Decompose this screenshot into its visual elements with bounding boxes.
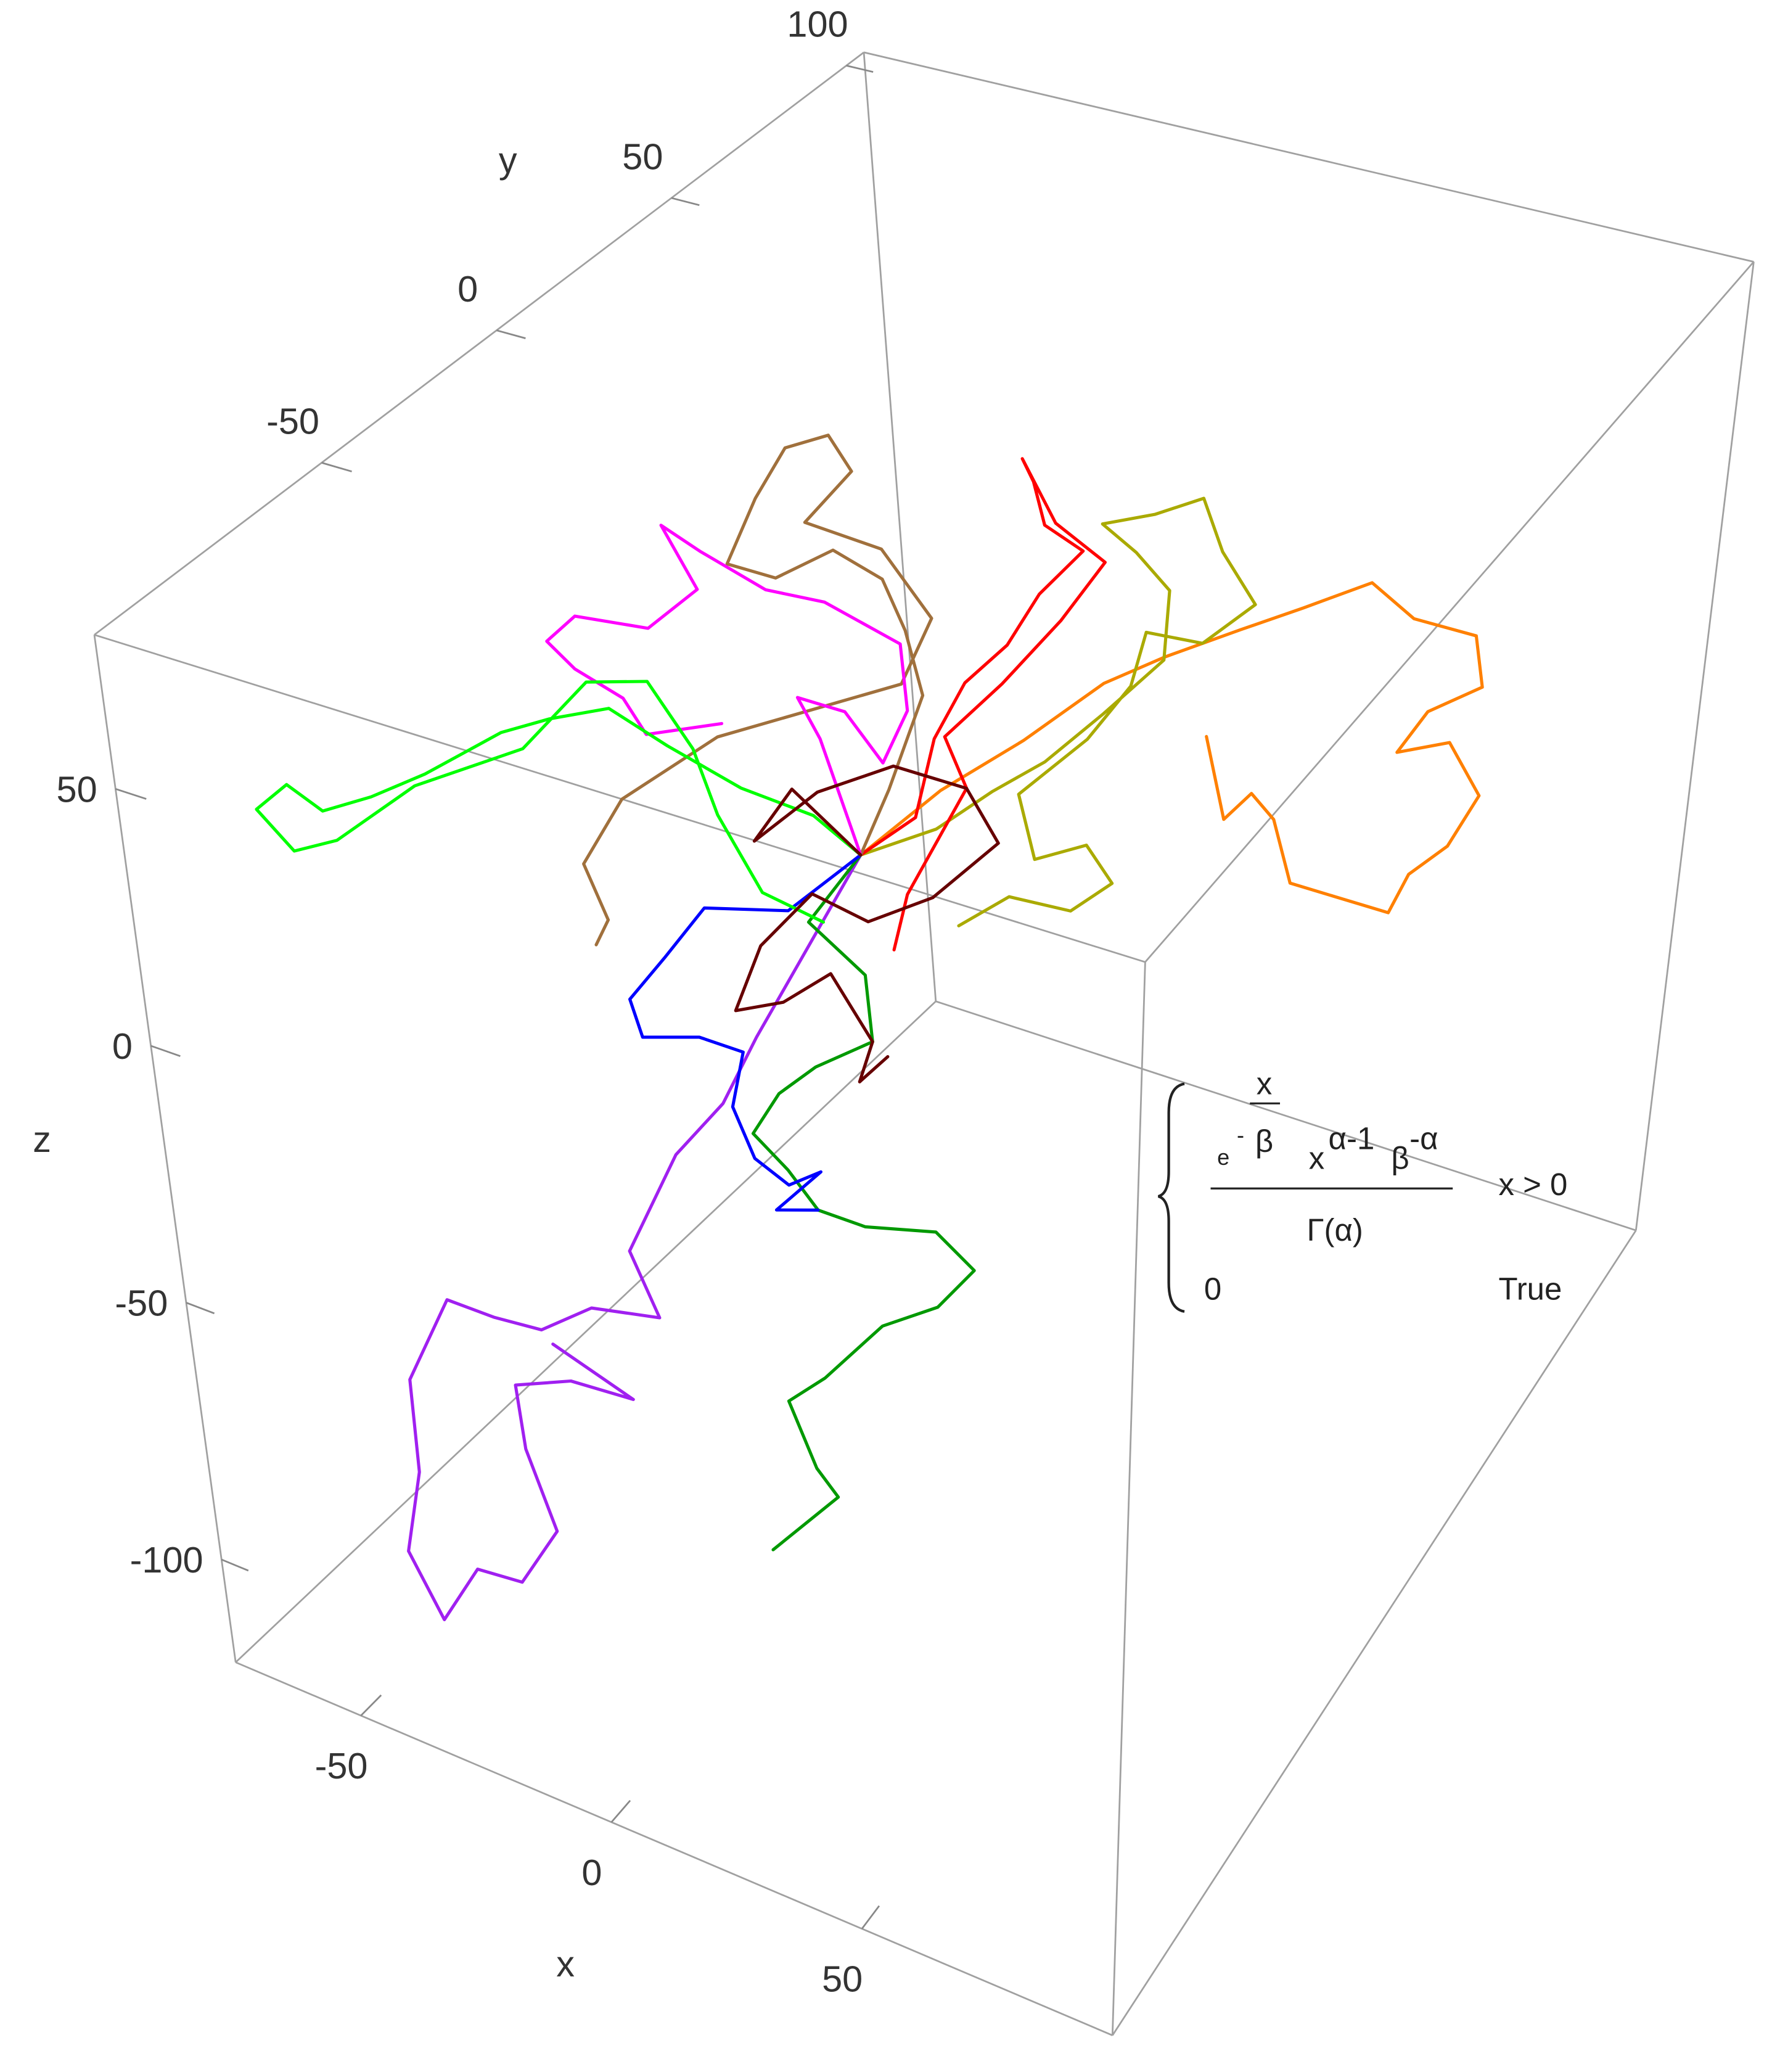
box-edge <box>94 634 1146 963</box>
formula-exp-denominator: β <box>1255 1124 1273 1159</box>
formula-exp-sign: - <box>1237 1122 1244 1148</box>
y-tick <box>321 462 352 472</box>
z-tick <box>115 788 147 800</box>
box-edge <box>94 51 864 636</box>
y-tick <box>496 329 526 339</box>
x-axis-label: x <box>556 1943 575 1984</box>
formula-x: x <box>1309 1140 1324 1175</box>
z-tick <box>186 1302 215 1315</box>
z-axis-label: z <box>33 1119 51 1160</box>
walks <box>255 434 1484 1621</box>
z-tick-label: -100 <box>130 1539 203 1581</box>
random-walk <box>859 457 1107 952</box>
formula-beta-exponent: -α <box>1409 1121 1438 1156</box>
x-tick <box>360 1694 382 1717</box>
formula: e - x β x α-1 β -α Γ(α) x > 0 0 True <box>1157 1066 1567 1313</box>
box-edge <box>1112 1230 1637 2036</box>
random-walk <box>859 496 1257 927</box>
x-tick-label: -50 <box>315 1745 368 1786</box>
formula-e: e <box>1217 1145 1229 1170</box>
random-walk <box>859 581 1484 915</box>
box-edge <box>235 1661 1113 2036</box>
z-tick-label: 50 <box>57 769 97 810</box>
z-tick <box>221 1558 249 1572</box>
y-tick-label: 50 <box>622 136 663 177</box>
y-tick-label: 0 <box>457 268 478 310</box>
z-tick <box>150 1045 181 1058</box>
random-walk <box>545 524 909 857</box>
random-walk <box>255 680 863 924</box>
box-edge <box>1634 261 1755 1231</box>
ticks: -50 0 50 -50 0 50 100 -100 -50 0 50 <box>57 4 880 2000</box>
z-tick-label: 0 <box>112 1026 133 1067</box>
x-tick-label: 0 <box>581 1852 602 1893</box>
x-tick <box>861 1905 880 1930</box>
y-tick-label: 100 <box>787 4 848 45</box>
random-walk <box>407 853 863 1621</box>
y-tick <box>846 65 874 73</box>
random-walk <box>628 853 863 1212</box>
formula-denominator: Γ(α) <box>1306 1212 1363 1248</box>
formula-condition: x > 0 <box>1498 1167 1567 1202</box>
box-edge <box>1111 962 1146 2036</box>
random-walk <box>734 764 1000 1083</box>
box-edge <box>235 1000 937 1663</box>
z-tick-label: -50 <box>115 1283 168 1324</box>
random-walk <box>582 434 933 947</box>
formula-x-exponent: α-1 <box>1329 1121 1375 1156</box>
box-edge <box>863 51 1754 263</box>
formula-otherwise-condition: True <box>1498 1272 1562 1307</box>
y-tick-label: -50 <box>266 401 319 442</box>
box-edge <box>935 1000 1636 1231</box>
formula-exp-numerator: x <box>1257 1066 1272 1101</box>
box <box>93 51 1755 2036</box>
x-tick-label: 50 <box>822 1959 863 2000</box>
brace <box>1157 1082 1185 1313</box>
box-edge <box>93 635 237 1663</box>
x-tick <box>610 1799 631 1823</box>
box-edge <box>1144 261 1755 963</box>
formula-beta: β <box>1391 1140 1409 1175</box>
formula-otherwise-value: 0 <box>1204 1272 1221 1307</box>
y-tick <box>671 197 700 206</box>
y-axis-label: y <box>499 139 517 181</box>
box-edge <box>863 52 937 1001</box>
